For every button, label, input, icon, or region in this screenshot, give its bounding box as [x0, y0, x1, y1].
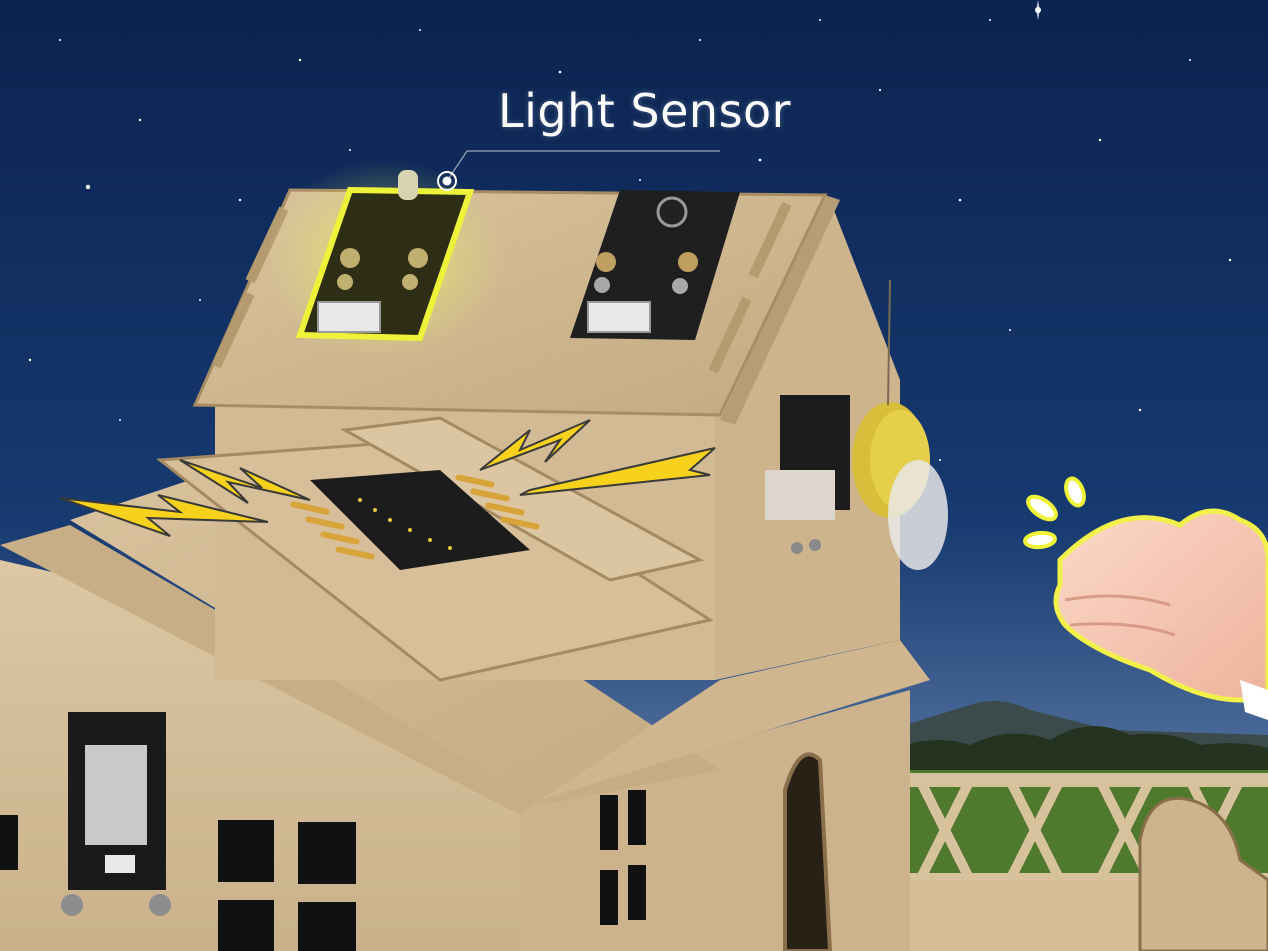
fan-motor [765, 279, 948, 570]
board-pins [358, 498, 452, 550]
clapping-hands-icon [1053, 508, 1268, 720]
lightning-bolt-icon [59, 419, 716, 537]
light-sensor-label: Light Sensor [498, 84, 792, 138]
control-board [310, 470, 530, 570]
tilted-panel-right [340, 416, 705, 582]
sound-sensor-module [570, 190, 740, 340]
panel-slots [290, 474, 540, 560]
clap-burst-icon [1023, 476, 1086, 550]
roof-edge [720, 195, 840, 425]
garden-gate [1138, 796, 1268, 951]
callout-pointer [437, 150, 720, 191]
stars [28, 0, 1232, 561]
lower-roof-right [540, 640, 930, 800]
light-sensor-module [295, 170, 475, 342]
house-windows [0, 790, 646, 951]
arched-door [783, 752, 833, 951]
wifi-module [61, 712, 171, 916]
